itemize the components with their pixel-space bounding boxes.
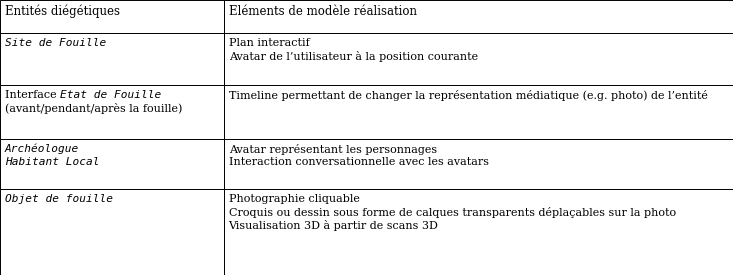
Text: Entités diégétiques: Entités diégétiques xyxy=(5,5,120,18)
Text: Archéologue: Archéologue xyxy=(5,144,79,155)
Text: Avatar de l’utilisateur à la position courante: Avatar de l’utilisateur à la position co… xyxy=(229,51,478,62)
Bar xyxy=(0,0,224,33)
Text: Avatar représentant les personnages: Avatar représentant les personnages xyxy=(229,144,437,155)
Text: Croquis ou dessin sous forme de calques transparents déplaçables sur la photo: Croquis ou dessin sous forme de calques … xyxy=(229,207,676,218)
Bar xyxy=(0,189,224,275)
Text: Timeline permettant de changer la représentation médiatique (e.g. photo) de l’en: Timeline permettant de changer la représ… xyxy=(229,90,707,101)
Bar xyxy=(224,139,733,189)
Bar xyxy=(0,139,224,189)
Text: Etat de Fouille: Etat de Fouille xyxy=(60,90,161,100)
Text: Site de Fouille: Site de Fouille xyxy=(5,38,106,48)
Text: Interface: Interface xyxy=(5,90,60,100)
Bar xyxy=(224,33,733,85)
Text: Objet de fouille: Objet de fouille xyxy=(5,194,113,204)
Text: Plan interactif: Plan interactif xyxy=(229,38,309,48)
Bar xyxy=(0,33,224,85)
Text: Habitant Local: Habitant Local xyxy=(5,157,100,167)
Bar xyxy=(224,189,733,275)
Bar xyxy=(224,85,733,139)
Text: Photographie cliquable: Photographie cliquable xyxy=(229,194,359,204)
Text: (avant/pendant/après la fouille): (avant/pendant/après la fouille) xyxy=(5,103,183,114)
Text: Eléments de modèle réalisation: Eléments de modèle réalisation xyxy=(229,5,416,18)
Text: Interaction conversationnelle avec les avatars: Interaction conversationnelle avec les a… xyxy=(229,157,489,167)
Bar xyxy=(224,0,733,33)
Bar xyxy=(0,85,224,139)
Text: Visualisation 3D à partir de scans 3D: Visualisation 3D à partir de scans 3D xyxy=(229,220,438,231)
